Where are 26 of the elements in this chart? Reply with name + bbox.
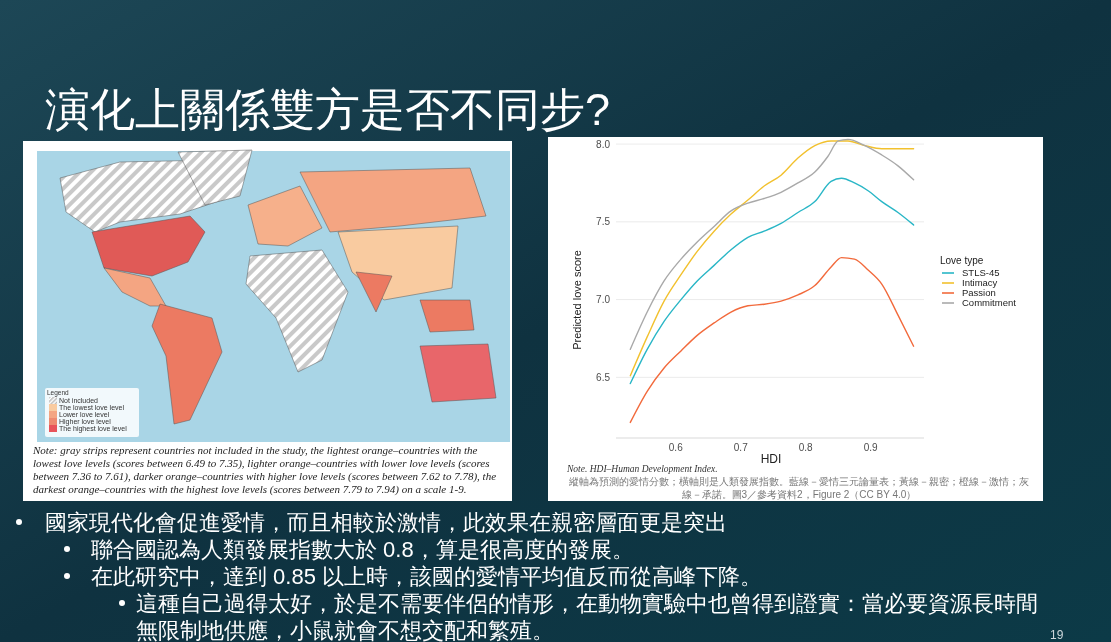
x-tick-label: 0.9 [863,442,879,453]
text: 這種自己過得太好，於是不需要伴侶的情形，在動物實驗中也曾得到證實：當必要資源長時間無限制地供應，小鼠就會不想交配和繁殖。 [136,591,1038,642]
legend-label: STLS-45 [962,267,1000,279]
chart-title: 演化上關係雙方是否不同步? [45,84,611,135]
text: Note. HDI–Human Development Index. [566,464,718,474]
text: 在此研究中，達到 0.85 以上時，該國的愛情平均值反而從高峰下降。 [91,564,763,589]
y-tick-label: 7.0 [596,294,611,306]
x-tick-label: 0.6 [668,442,684,453]
legend-label: Intimacy [962,277,998,289]
text: 縱軸為預測的愛情分數；橫軸則是人類發展指數。藍線－愛情三元論量表；黃線－親密；橙線－激情；灰線－承諾。圖3／參考資料2，Figure 2（CC BY 4.0） [568,476,1029,500]
x-axis-title: HDI [760,452,782,466]
y-tick-label: 6.5 [596,371,611,383]
y-axis-title: Predicted love score [571,250,583,350]
y-tick-label: 7.5 [596,216,611,228]
line-series [629,256,915,424]
y-tick-label: 8.0 [596,138,611,150]
line-series [629,177,915,385]
x-tick-label: 0.7 [733,442,749,453]
text: 19 [1050,628,1064,642]
legend-label: Commitment [962,297,1017,309]
text: Note: gray strips represent countries not included in the study, the lightest orange–countries with the lowest love levels (scores between 6.49 to 7.35), lighter orange–countries with lower love levels (scores between 7.36 to 7.61), darker orange–countries with higher love levels (scores between 7.62 to 7.78), the darkest orange–countries with the highest love levels (scores between 7.79 to 7.94) on a scale 1-9. [32,444,497,496]
text: 國家現代化會促進愛情，而且相較於激情，此效果在親密層面更是突出 [45,510,727,535]
text: 聯合國認為人類發展指數大於 0.8，算是很高度的發展。 [91,537,634,562]
legend-title: Love type [940,255,984,266]
x-tick-label: 0.8 [798,442,814,453]
legend-label: Passion [962,287,996,299]
